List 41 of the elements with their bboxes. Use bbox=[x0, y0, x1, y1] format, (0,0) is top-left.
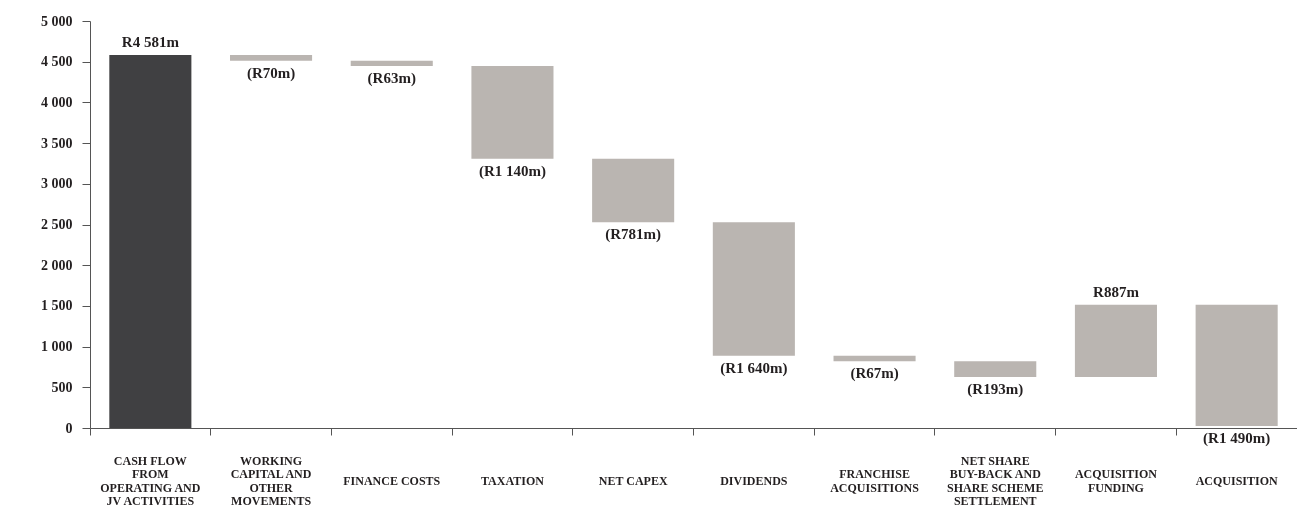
data-label: R4 581m bbox=[121, 34, 180, 51]
bar bbox=[109, 55, 192, 428]
data-label: (R67m) bbox=[850, 365, 899, 383]
bar bbox=[1074, 304, 1157, 377]
x-tick-label: WORKING CAPITAL AND OTHER MOVEMENTS bbox=[230, 453, 312, 508]
bar bbox=[230, 55, 313, 61]
x-tick-label: NET SHARE BUY-BACK AND SHARE SCHEME SETTLEMENT bbox=[947, 453, 1044, 508]
bar bbox=[712, 222, 795, 356]
bar bbox=[954, 361, 1037, 377]
y-tick-label: 1 000 bbox=[41, 339, 73, 355]
bar bbox=[350, 60, 433, 66]
y-tick-label: 4 500 bbox=[41, 54, 73, 70]
x-tick-label: FINANCE COSTS bbox=[343, 473, 441, 488]
x-tick-label: DIVIDENDS bbox=[720, 473, 788, 488]
x-tick-label: NET CAPEX bbox=[598, 473, 668, 488]
data-label: (R193m) bbox=[967, 380, 1024, 398]
x-tick-label: TAXATION bbox=[481, 473, 545, 488]
y-tick-label: 3 500 bbox=[41, 135, 73, 151]
y-tick-label: 3 000 bbox=[41, 176, 73, 192]
data-label: (R63m) bbox=[367, 69, 416, 87]
y-tick-label: 1 500 bbox=[41, 298, 73, 314]
data-label: (R1 490m) bbox=[1203, 430, 1271, 448]
bar bbox=[471, 65, 554, 159]
y-tick-label: 5 000 bbox=[41, 13, 73, 29]
data-label: (R70m) bbox=[246, 64, 296, 82]
y-tick-label: 2 000 bbox=[41, 257, 73, 273]
x-tick-label: ACQUISITION FUNDING bbox=[1074, 467, 1158, 495]
x-tick-label: ACQUISITION bbox=[1195, 473, 1278, 488]
data-label: (R1 640m) bbox=[720, 359, 788, 377]
data-label: (R1 140m) bbox=[478, 162, 546, 180]
bar bbox=[1195, 304, 1278, 427]
data-label: (R781m) bbox=[605, 226, 662, 244]
y-tick-label: 0 bbox=[65, 420, 73, 436]
bar bbox=[833, 355, 916, 362]
y-tick-label: 500 bbox=[51, 379, 73, 395]
data-label: R887m bbox=[1093, 283, 1140, 300]
y-tick-label: 2 500 bbox=[41, 217, 73, 232]
y-tick-label: 4 000 bbox=[41, 94, 73, 110]
x-tick-label: FRANCHISE ACQUISITIONS bbox=[830, 467, 920, 495]
x-tick-label: CASH FLOW FROM OPERATING AND JV ACTIVITIES bbox=[100, 453, 201, 508]
bar bbox=[592, 158, 675, 223]
